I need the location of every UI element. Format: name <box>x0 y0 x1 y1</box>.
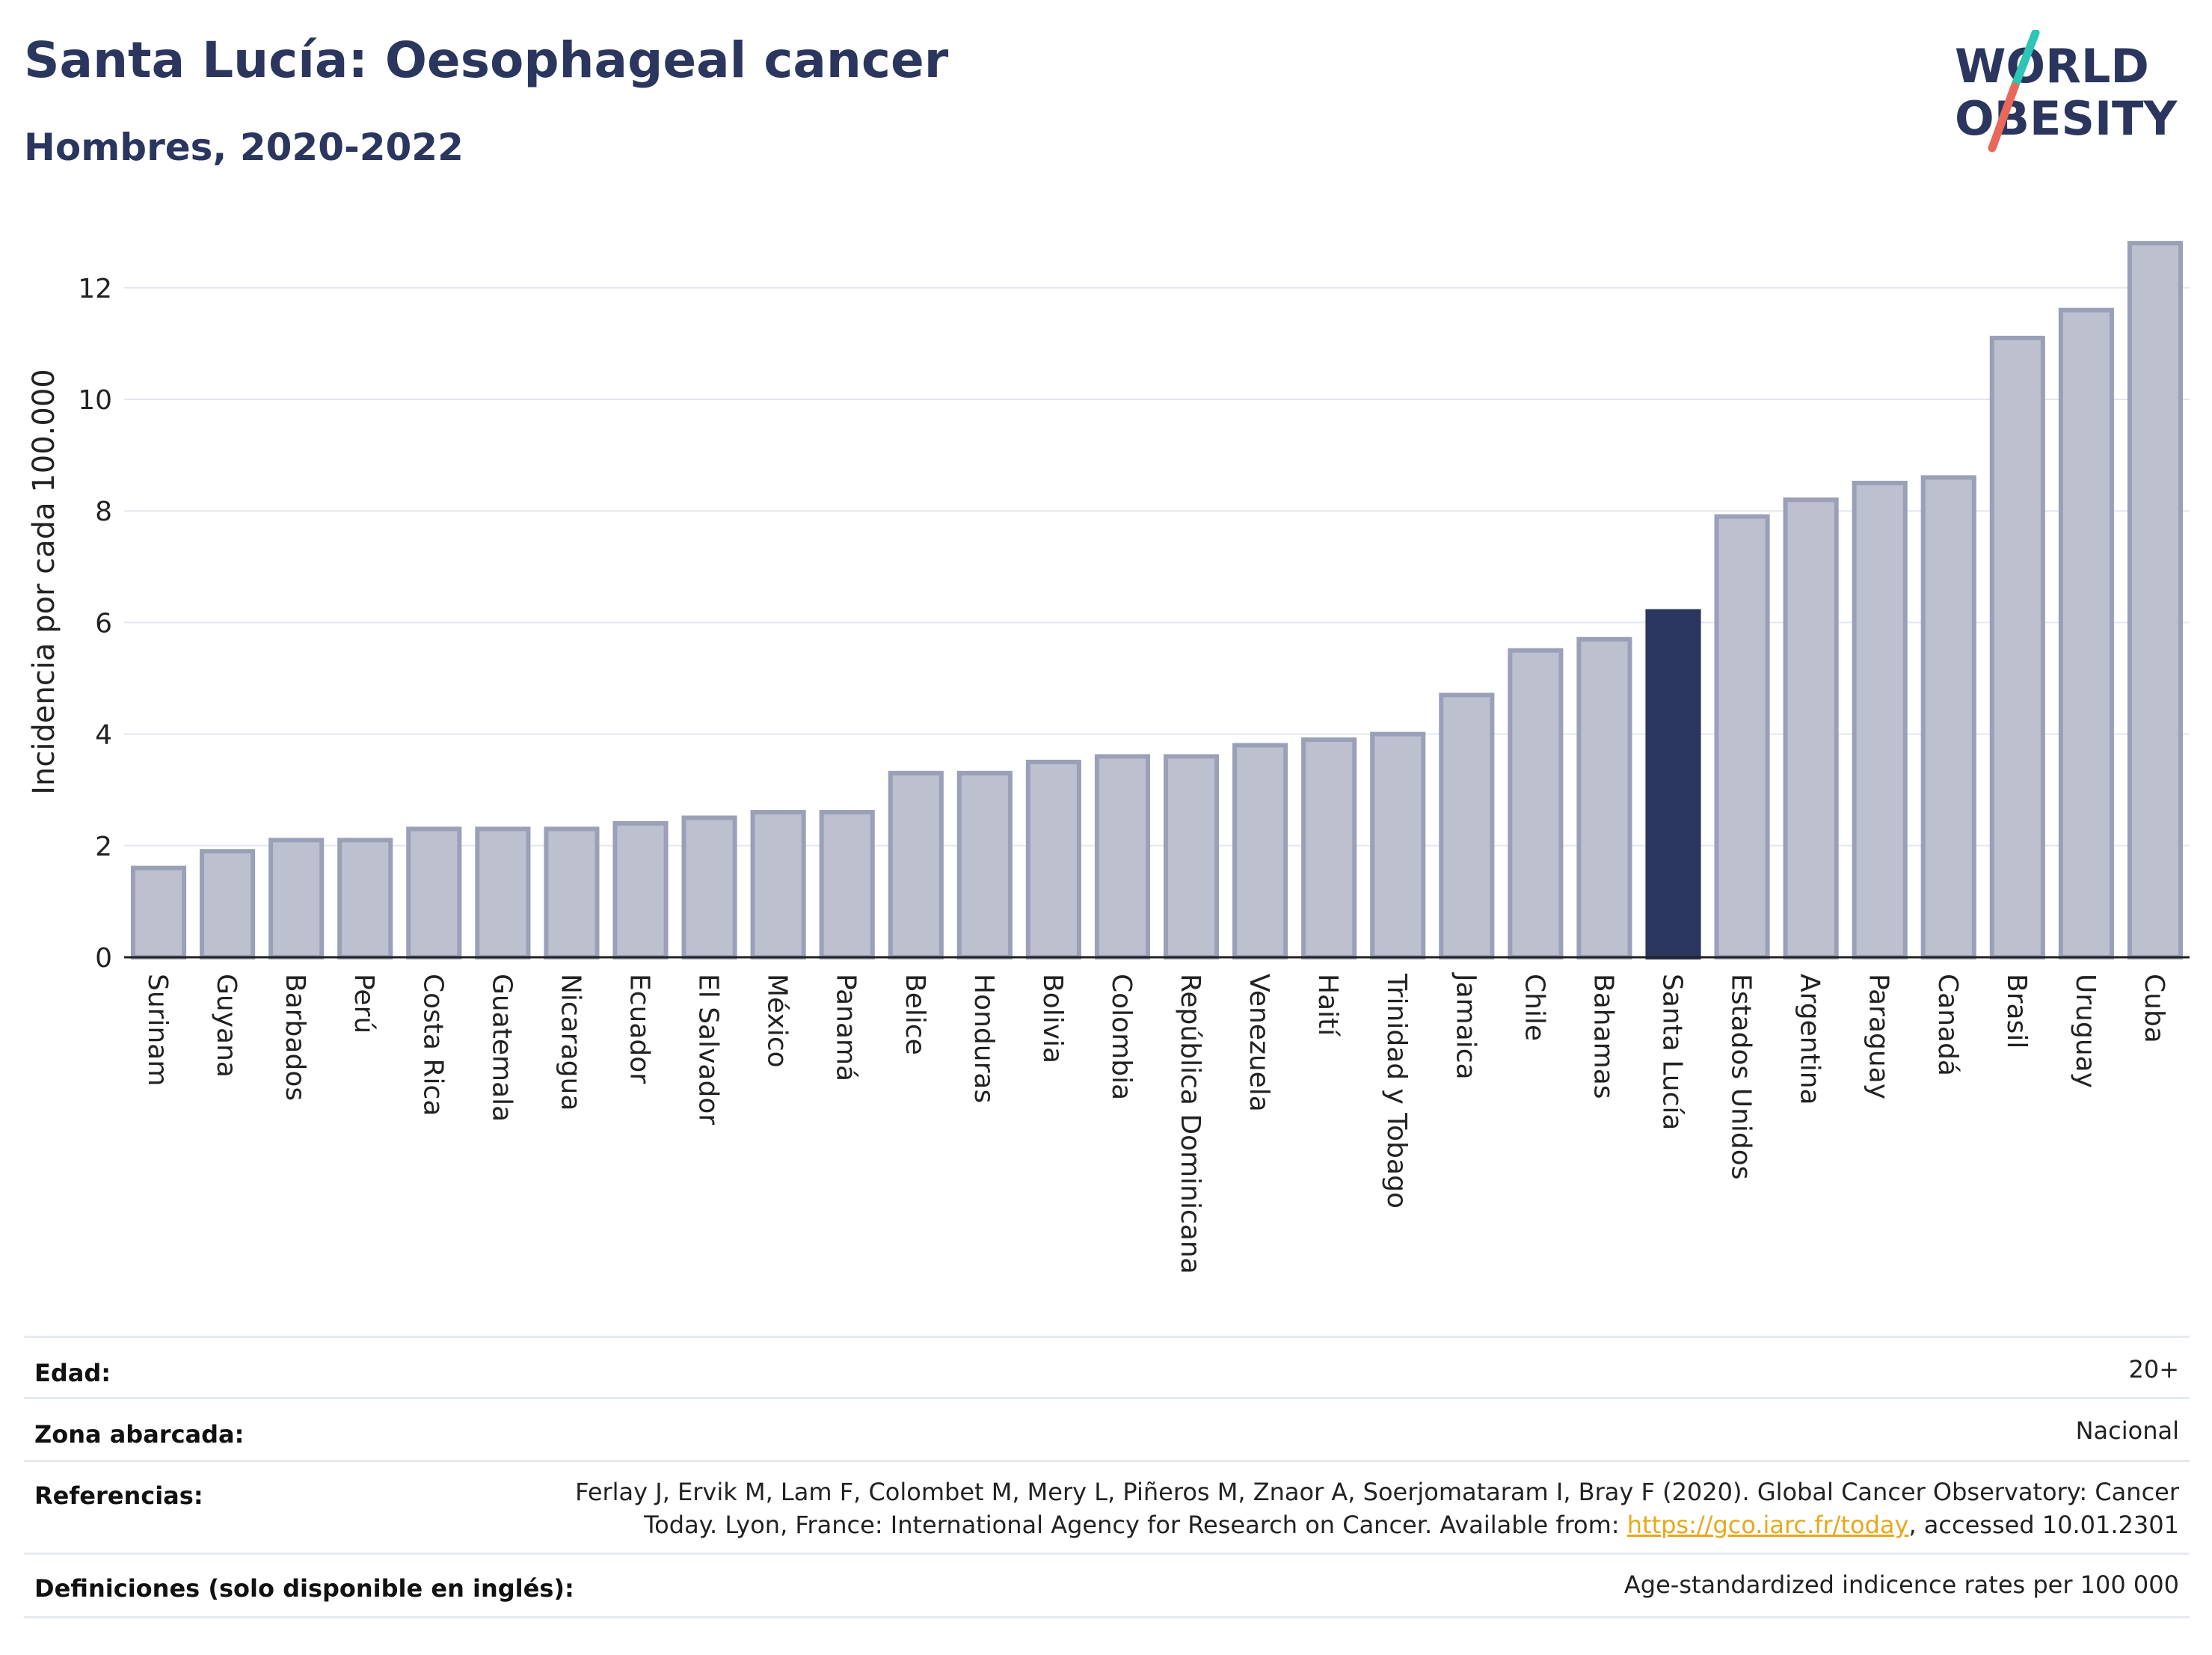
bar <box>750 810 806 960</box>
y-tick-label: 0 <box>95 943 112 974</box>
info-value-zona: Nacional <box>2075 1416 2179 1445</box>
bar <box>1094 754 1151 959</box>
y-axis-label: Incidencia por cada 100.000 <box>27 369 61 795</box>
info-row-definiciones: Definiciones (solo disponible en inglés)… <box>24 1553 2190 1618</box>
bar <box>1301 737 1357 959</box>
x-tick-labels: Surinam Guyana Barbados Perú Costa Rica Guate… <box>142 972 2169 1274</box>
bar <box>1783 497 1839 959</box>
bar-chart: 0 2 4 6 8 10 12 Surinam Guyana Barbados Perú Costa… <box>27 241 2190 1274</box>
bar <box>888 770 944 959</box>
info-value-edad: 20+ <box>2128 1355 2179 1384</box>
bars <box>130 241 2184 960</box>
x-tick-label: Panamá <box>831 974 861 1081</box>
x-tick-label: México <box>762 974 793 1068</box>
x-tick-label: Barbados <box>280 974 310 1101</box>
bar <box>1576 636 1632 960</box>
y-tick-label: 10 <box>78 385 112 416</box>
chart-title: Santa Lucía: Oesophageal cancer <box>24 31 949 89</box>
logo-line-1: WORLD <box>1955 39 2149 93</box>
x-tick-label: Nicaragua <box>555 974 586 1111</box>
bar <box>1232 743 1288 960</box>
info-value-referencias: Ferlay J, Ervik M, Lam F, Colombet M, Me… <box>575 1476 2179 1541</box>
x-tick-label: Argentina <box>1795 974 1825 1105</box>
bar <box>2058 307 2114 959</box>
bar <box>475 826 531 960</box>
bar <box>268 838 325 959</box>
bar <box>544 826 600 960</box>
info-value-definiciones: Age-standardized indicence rates per 100… <box>1623 1570 2179 1599</box>
info-label-referencias: Referencias: <box>34 1481 203 1510</box>
x-tick-label: Jamaica <box>1450 972 1481 1080</box>
reference-link[interactable]: https://gco.iarc.fr/today <box>1626 1511 1909 1539</box>
bar <box>1439 693 1495 959</box>
x-tick-label: Uruguay <box>2070 974 2101 1088</box>
info-label-zona: Zona abarcada: <box>34 1420 245 1449</box>
reference-line-2: Today. Lyon, France: International Agenc… <box>575 1508 2179 1541</box>
reference-line-1: Ferlay J, Ervik M, Lam F, Colombet M, Me… <box>575 1478 2179 1506</box>
grid-lines <box>124 286 2190 847</box>
bar <box>956 770 1013 959</box>
x-tick-label: Bolivia <box>1037 974 1068 1063</box>
bar <box>406 826 462 960</box>
reference-text: Today. Lyon, France: International Agenc… <box>644 1511 1627 1539</box>
y-tick-label: 8 <box>95 497 112 527</box>
bar <box>337 838 393 959</box>
x-tick-label: Colombia <box>1106 974 1137 1100</box>
info-label-definiciones: Definiciones (solo disponible en inglés)… <box>34 1574 574 1603</box>
info-label-edad: Edad: <box>34 1359 111 1387</box>
bar <box>819 810 875 960</box>
bar-highlight <box>1645 609 1701 959</box>
x-tick-label: Guyana <box>211 974 242 1078</box>
x-tick-label: Brasil <box>2001 974 2032 1048</box>
bar <box>1025 759 1081 960</box>
reference-accessed: , accessed 10.01.2301 <box>1908 1511 2179 1539</box>
x-tick-label: Paraguay <box>1864 974 1894 1099</box>
x-tick-label: Cuba <box>2139 974 2169 1043</box>
y-tick-label: 6 <box>95 608 112 639</box>
bar <box>1920 475 1976 959</box>
logo-slash-top <box>2010 30 2040 91</box>
x-tick-label: Chile <box>1519 974 1549 1041</box>
bar <box>130 865 187 960</box>
bar <box>1163 754 1220 959</box>
y-tick-labels: 0 2 4 6 8 10 12 <box>78 274 112 974</box>
y-tick-label: 4 <box>95 720 112 751</box>
x-tick-label: Belice <box>900 974 930 1055</box>
x-tick-label: El Salvador <box>693 974 724 1125</box>
bar <box>1714 514 1770 959</box>
x-tick-label: Ecuador <box>624 974 655 1084</box>
bar <box>612 820 669 959</box>
x-tick-label: Trinidad y Tobago <box>1381 973 1412 1209</box>
y-tick-label: 12 <box>78 274 112 304</box>
x-tick-label: Canadá <box>1932 974 1963 1076</box>
x-tick-label: Venezuela <box>1244 974 1274 1112</box>
logo-slash-bottom <box>1988 82 2019 153</box>
x-tick-label: Honduras <box>968 974 999 1103</box>
x-tick-label: Estados Unidos <box>1726 974 1757 1180</box>
world-obesity-logo: WORLD OBESITY <box>1955 30 2178 153</box>
bar <box>2127 241 2184 959</box>
info-row-referencias: Referencias: Ferlay J, Ervik M, Lam F, C… <box>24 1460 2190 1555</box>
x-tick-label: Haití <box>1312 974 1343 1037</box>
info-row-edad: Edad: 20+ <box>24 1336 2190 1399</box>
bar <box>200 849 256 960</box>
bar <box>1508 648 1564 959</box>
x-tick-label: Surinam <box>142 974 173 1086</box>
x-tick-label: Perú <box>348 974 379 1034</box>
bar <box>1370 731 1426 959</box>
bar <box>1989 335 2045 959</box>
y-tick-label: 2 <box>95 832 112 862</box>
x-tick-label: Bahamas <box>1588 974 1618 1099</box>
x-tick-label: Costa Rica <box>417 974 448 1116</box>
bar <box>681 815 737 959</box>
x-tick-label: Guatemala <box>486 974 517 1122</box>
bar <box>1852 480 1908 959</box>
info-row-zona: Zona abarcada: Nacional <box>24 1397 2190 1462</box>
x-tick-label: República Dominicana <box>1175 974 1205 1274</box>
x-tick-label: Santa Lucía <box>1657 974 1688 1130</box>
chart-subtitle: Hombres, 2020-2022 <box>24 126 464 169</box>
